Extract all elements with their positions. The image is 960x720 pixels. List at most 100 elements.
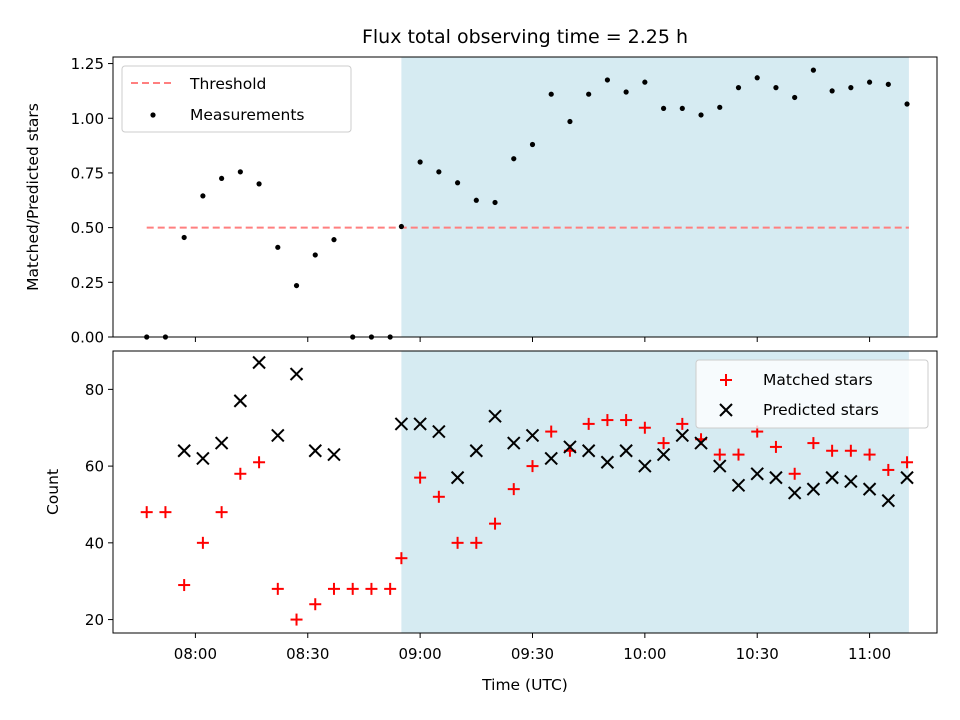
predicted-star-point (619, 444, 633, 458)
matched-star-point (489, 517, 502, 530)
predicted-star-point (196, 451, 210, 466)
matched-star-point (769, 440, 782, 453)
measurement-point (312, 252, 318, 258)
predicted-star-point (731, 478, 746, 492)
predicted-star-point (214, 436, 229, 450)
measurement-point (679, 105, 685, 112)
matched-star-point (620, 414, 633, 427)
measurement-point (717, 104, 723, 110)
measurement-point (237, 169, 243, 175)
matched-star-point (346, 582, 359, 595)
top-axes-frame (112, 56, 938, 338)
predicted-star-point (844, 474, 858, 489)
bottom-y-tick-label: 40 (85, 534, 104, 552)
matched-star-point (638, 421, 651, 434)
matched-star-point (140, 506, 153, 519)
measurement-point (417, 159, 423, 165)
predicted-star-point (432, 424, 446, 439)
predicted-star-point (806, 482, 821, 496)
predicted-star-point (881, 493, 896, 508)
predicted-star-point (177, 444, 191, 458)
measurement-point (810, 67, 817, 73)
matched-star-point (582, 417, 595, 430)
matched-star-point (215, 506, 228, 519)
matched-star-point (470, 536, 483, 549)
measurement-point (829, 88, 835, 94)
chart-title: Flux total observing time = 2.25 h (362, 26, 688, 48)
matched-star-point (807, 437, 820, 450)
predicted-star-point (600, 455, 615, 469)
matched-star-point (844, 444, 857, 457)
predicted-star-point (750, 467, 764, 481)
predicted-star-point (638, 459, 652, 473)
predicted-star-point (525, 428, 540, 443)
measurement-point (792, 94, 798, 101)
matched-star-point (253, 456, 266, 469)
predicted-star-point (289, 367, 304, 381)
predicted-star-point (327, 447, 341, 462)
bottom-axes-frame (112, 350, 938, 634)
measurement-point (642, 79, 648, 85)
matched-star-point (507, 483, 520, 496)
matched-star-point (309, 598, 322, 611)
predicted-star-point (450, 470, 465, 485)
measurement-point (293, 282, 300, 289)
matched-star-point (327, 582, 340, 595)
matched-star-point (234, 467, 247, 480)
matched-star-point (713, 448, 726, 461)
top-y-tick-label: 0.25 (71, 274, 104, 292)
legend-matched-swatch (720, 374, 732, 386)
predicted-star-point (694, 436, 708, 450)
top-observing-span (401, 57, 909, 337)
legend-predicted-label: Predicted stars (763, 401, 879, 419)
measurement-point (398, 223, 404, 230)
predicted-star-point (581, 444, 596, 458)
measurement-point (586, 91, 592, 97)
matched-star-point (271, 582, 284, 595)
legend-threshold-label: Threshold (189, 75, 266, 93)
measurement-point (275, 244, 281, 250)
predicted-star-point (675, 428, 690, 443)
measurement-point (454, 180, 461, 186)
predicted-star-point (507, 436, 521, 450)
x-tick-label: 10:30 (736, 645, 779, 663)
top-y-tick-label: 0.75 (71, 164, 104, 182)
measurement-point (773, 85, 779, 91)
bottom-ylabel: Count (44, 469, 62, 515)
measurement-point (436, 169, 442, 175)
matched-star-point (863, 448, 876, 461)
measurement-point (529, 141, 536, 148)
predicted-star-point (233, 394, 248, 408)
matched-star-point (732, 448, 745, 461)
predicted-star-point (413, 417, 427, 431)
matched-star-point (601, 414, 614, 427)
legend-predicted-swatch (719, 403, 733, 417)
legend-measurements-swatch (150, 112, 156, 118)
measurement-point (473, 197, 479, 203)
matched-star-point (432, 490, 445, 503)
matched-star-point (290, 613, 303, 626)
top-ylabel: Matched/Predicted stars (24, 103, 42, 291)
predicted-star-point (252, 355, 266, 370)
bottom-y-tick-label: 60 (85, 458, 104, 476)
x-tick-label: 08:00 (174, 645, 217, 663)
matched-star-point (901, 456, 914, 469)
top-y-tick-label: 0.50 (71, 219, 104, 237)
matched-star-point (365, 582, 378, 595)
measurement-point (866, 79, 873, 85)
x-axis-label: Time (UTC) (481, 676, 568, 694)
x-tick-label: 10:00 (623, 645, 666, 663)
predicted-star-point (769, 470, 783, 485)
measurement-point (904, 101, 910, 107)
matched-star-point (395, 552, 408, 565)
matched-star-point (826, 444, 839, 457)
predicted-star-point (308, 444, 322, 458)
matched-star-point (657, 437, 670, 450)
predicted-star-point (862, 482, 877, 496)
predicted-star-point (900, 470, 914, 485)
predicted-star-point (394, 417, 409, 431)
predicted-star-point (544, 451, 558, 466)
bottom-legend: Matched stars Predicted stars (695, 359, 929, 429)
measurement-point (604, 77, 611, 83)
